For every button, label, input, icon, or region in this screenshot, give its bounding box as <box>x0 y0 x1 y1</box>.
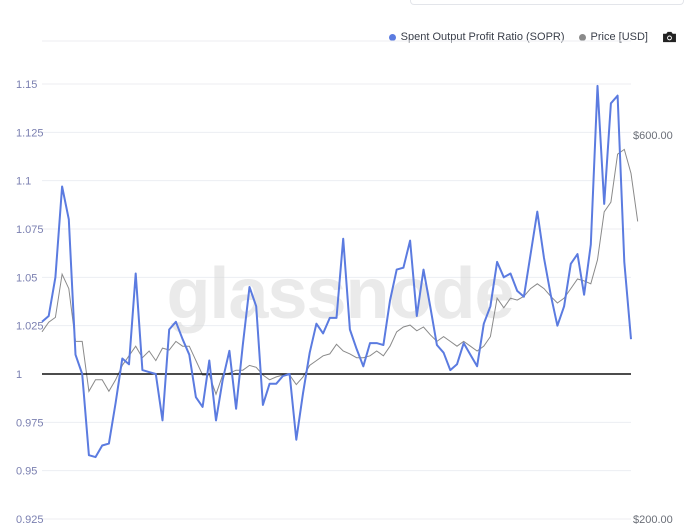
toolbar-box <box>410 0 684 5</box>
series-line-sopr <box>41 84 632 459</box>
left-tick-label: 1.125 <box>16 127 44 139</box>
top-toolbar-edge <box>0 0 693 8</box>
legend-item-price[interactable]: Price [USD] <box>578 31 648 43</box>
left-tick-label: 0.95 <box>16 466 37 478</box>
left-tick-label: 0.925 <box>16 514 44 525</box>
right-tick-label: $600.00 <box>633 130 673 142</box>
legend-dot-sopr <box>388 33 396 41</box>
legend-label-price: Price [USD] <box>590 31 648 43</box>
left-tick-label: 1.1 <box>16 176 31 188</box>
left-tick-label: 1.075 <box>16 224 44 236</box>
right-axis: $200.00 $600.00 <box>633 130 673 525</box>
legend-dot-price <box>578 33 586 41</box>
left-tick-label: 1.15 <box>16 79 37 91</box>
left-tick-label: 1.05 <box>16 272 37 284</box>
chart-legend: Spent Output Profit Ratio (SOPR) Price [… <box>388 31 677 43</box>
legend-label-sopr: Spent Output Profit Ratio (SOPR) <box>400 31 565 43</box>
camera-icon[interactable] <box>662 31 677 43</box>
left-tick-label: 1.025 <box>16 321 44 333</box>
right-tick-label: $200.00 <box>633 514 673 525</box>
left-axis: 0.925 0.95 0.975 1 1.025 1.05 1.075 1.1 1.125 1.1… <box>16 79 44 525</box>
left-tick-label: 1 <box>16 369 22 381</box>
legend-item-sopr[interactable]: Spent Output Profit Ratio (SOPR) <box>388 31 565 43</box>
left-tick-label: 0.975 <box>16 417 44 429</box>
